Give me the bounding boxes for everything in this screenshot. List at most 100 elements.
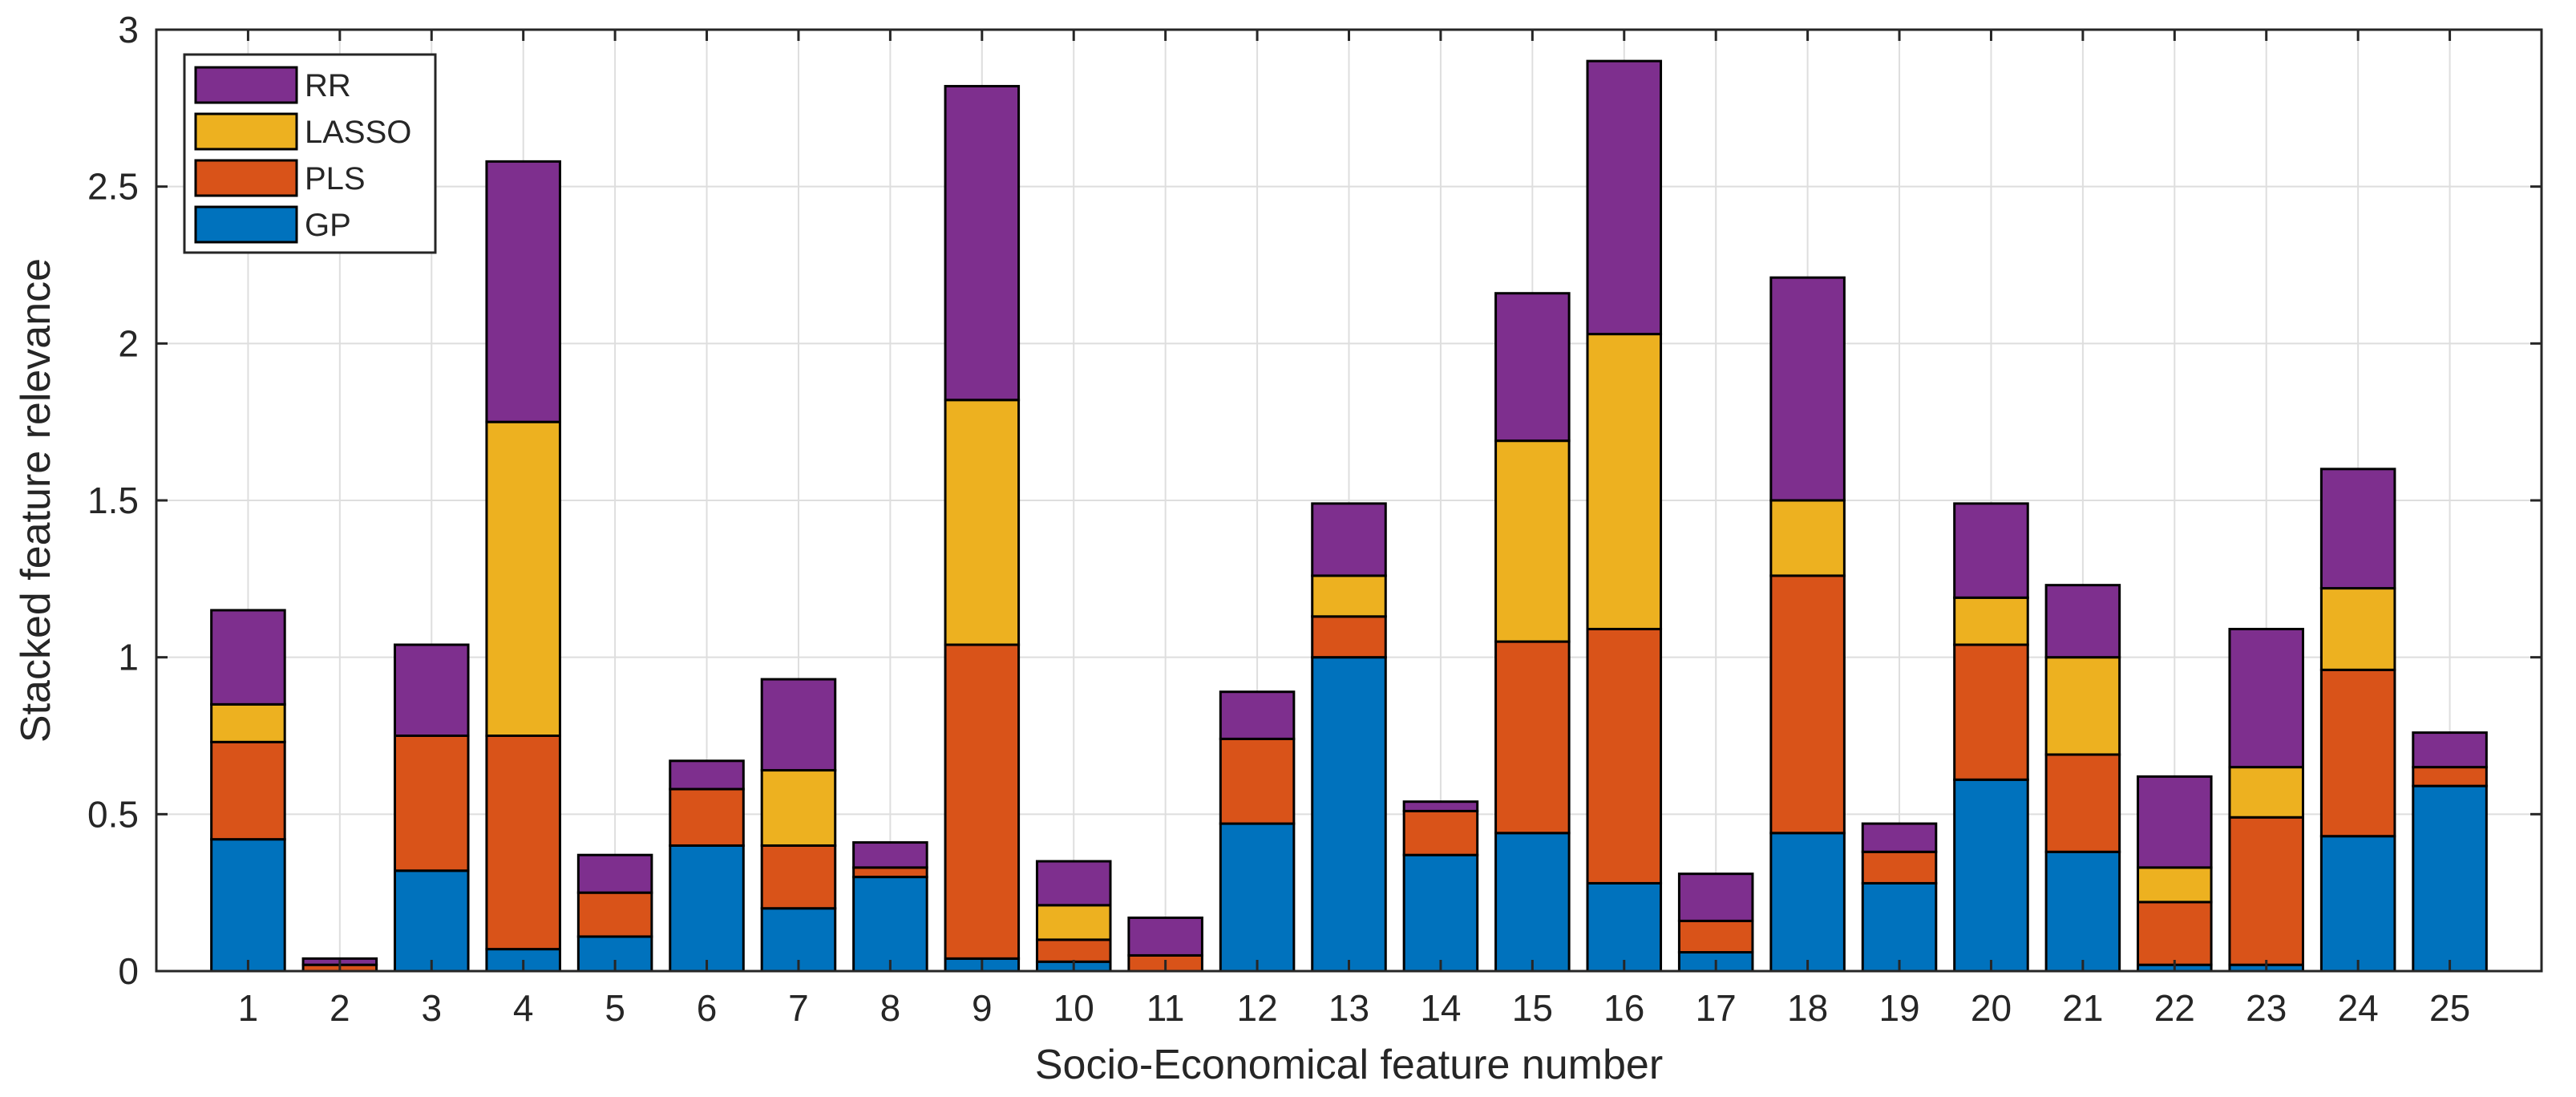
bar-segment-pls-17 — [1677, 919, 1754, 954]
bar-segment-gp-13 — [1311, 656, 1387, 973]
bar-segment-lasso-15 — [1494, 439, 1571, 643]
x-tick-label: 4 — [513, 987, 534, 1029]
bar-segment-pls-19 — [1861, 850, 1938, 884]
bar-segment-gp-3 — [394, 869, 470, 973]
bar-segment-pls-25 — [2412, 766, 2488, 787]
bar-segment-lasso-1 — [210, 702, 286, 743]
bar-segment-pls-22 — [2137, 901, 2213, 966]
bar-segment-lasso-13 — [1311, 574, 1387, 618]
bar-segment-pls-8 — [852, 866, 928, 879]
x-tick-label: 22 — [2154, 987, 2195, 1029]
x-axis-title: Socio-Economical feature number — [1035, 1042, 1663, 1088]
bar-segment-pls-13 — [1311, 615, 1387, 659]
x-tick-label: 14 — [1420, 987, 1461, 1029]
bar-segment-rr-9 — [944, 84, 1021, 402]
bar-segment-pls-5 — [576, 891, 653, 938]
bar-segment-pls-3 — [394, 735, 470, 872]
bar-segment-rr-18 — [1769, 276, 1846, 502]
y-tick-label: 0 — [118, 950, 139, 992]
bar-segment-rr-19 — [1861, 822, 1938, 853]
x-tick-label: 6 — [697, 987, 718, 1029]
legend: RR LASSO PLS GP — [183, 53, 437, 254]
bar-segment-gp-19 — [1861, 881, 1938, 973]
bar-segment-lasso-7 — [760, 769, 837, 847]
bar-segment-lasso-9 — [944, 399, 1021, 646]
y-tick-label: 0.5 — [87, 793, 139, 835]
y-axis-title: Stacked feature relevance — [13, 258, 59, 743]
bar-segment-rr-15 — [1494, 292, 1571, 443]
y-tick-label: 1.5 — [87, 480, 139, 521]
bar-segment-gp-6 — [669, 844, 745, 973]
bar-segment-pls-20 — [1953, 643, 2029, 781]
bar-segment-rr-13 — [1311, 502, 1387, 577]
x-tick-label: 16 — [1603, 987, 1644, 1029]
bar-segment-rr-1 — [210, 609, 286, 706]
x-tick-label: 18 — [1787, 987, 1828, 1029]
bar-segment-gp-1 — [210, 838, 286, 973]
legend-swatch-lasso — [194, 112, 298, 151]
legend-label-lasso: LASSO — [305, 115, 411, 150]
bar-segment-rr-7 — [760, 678, 837, 772]
bar-segment-pls-16 — [1586, 627, 1663, 884]
bar-segment-gp-8 — [852, 876, 928, 973]
x-tick-label: 23 — [2246, 987, 2287, 1029]
bar-segment-pls-23 — [2228, 816, 2304, 966]
bar-segment-gp-12 — [1219, 822, 1296, 973]
x-tick-label: 7 — [788, 987, 809, 1029]
legend-label-gp: GP — [305, 208, 351, 243]
bar-segment-rr-10 — [1035, 860, 1112, 907]
bar-segment-gp-20 — [1953, 778, 2029, 973]
x-tick-label: 19 — [1878, 987, 1919, 1029]
x-tick-label: 3 — [421, 987, 442, 1029]
legend-label-pls: PLS — [305, 161, 366, 196]
bar-segment-rr-16 — [1586, 59, 1663, 336]
x-tick-label: 13 — [1328, 987, 1369, 1029]
x-tick-label: 12 — [1236, 987, 1277, 1029]
bar-segment-rr-21 — [2044, 584, 2121, 659]
bar-segment-pls-12 — [1219, 737, 1296, 825]
bar-segment-rr-5 — [576, 853, 653, 894]
bar-segment-gp-25 — [2412, 784, 2488, 973]
y-tick-label: 3 — [118, 9, 139, 51]
bar-segment-pls-15 — [1494, 640, 1571, 835]
bar-segment-lasso-20 — [1953, 596, 2029, 646]
bar-segment-pls-14 — [1402, 809, 1479, 856]
x-tick-label: 2 — [330, 987, 350, 1029]
bar-segment-gp-21 — [2044, 850, 2121, 973]
bar-segment-gp-15 — [1494, 832, 1571, 973]
x-tick-label: 25 — [2429, 987, 2470, 1029]
bar-segment-rr-17 — [1677, 872, 1754, 922]
y-tick-label: 2 — [118, 322, 139, 364]
bar-segment-rr-12 — [1219, 690, 1296, 740]
legend-swatch-gp — [194, 205, 298, 244]
legend-swatch-pls — [194, 159, 298, 197]
bar-segment-pls-18 — [1769, 574, 1846, 835]
x-tick-label: 9 — [972, 987, 993, 1029]
bar-segment-rr-11 — [1127, 916, 1203, 957]
bar-segment-lasso-18 — [1769, 499, 1846, 577]
bar-segment-lasso-4 — [485, 420, 561, 738]
bar-segment-gp-16 — [1586, 881, 1663, 973]
bar-segment-rr-3 — [394, 643, 470, 737]
x-tick-label: 10 — [1053, 987, 1094, 1029]
bar-segment-rr-25 — [2412, 731, 2488, 769]
y-tick-label: 1 — [118, 637, 139, 678]
x-tick-label: 8 — [880, 987, 901, 1029]
y-tick-label: 2.5 — [87, 166, 139, 208]
x-tick-label: 24 — [2338, 987, 2379, 1029]
bar-segment-pls-6 — [669, 787, 745, 847]
bar-segment-pls-21 — [2044, 753, 2121, 853]
bar-segment-gp-24 — [2319, 835, 2396, 973]
bar-segment-rr-8 — [852, 841, 928, 869]
x-tick-label: 21 — [2062, 987, 2103, 1029]
x-tick-label: 11 — [1146, 987, 1185, 1029]
bar-segment-rr-22 — [2137, 775, 2213, 869]
x-tick-label: 1 — [238, 987, 259, 1029]
ticks: 00.511.522.531 2 3 4 5 6 7 8 9 10 11 12 13 14 15 16 17 18… — [87, 9, 2542, 1029]
bar-segment-pls-10 — [1035, 938, 1112, 963]
legend-swatch-rr — [194, 66, 298, 104]
x-tick-label: 5 — [605, 987, 625, 1029]
bar-segment-gp-14 — [1402, 853, 1479, 973]
